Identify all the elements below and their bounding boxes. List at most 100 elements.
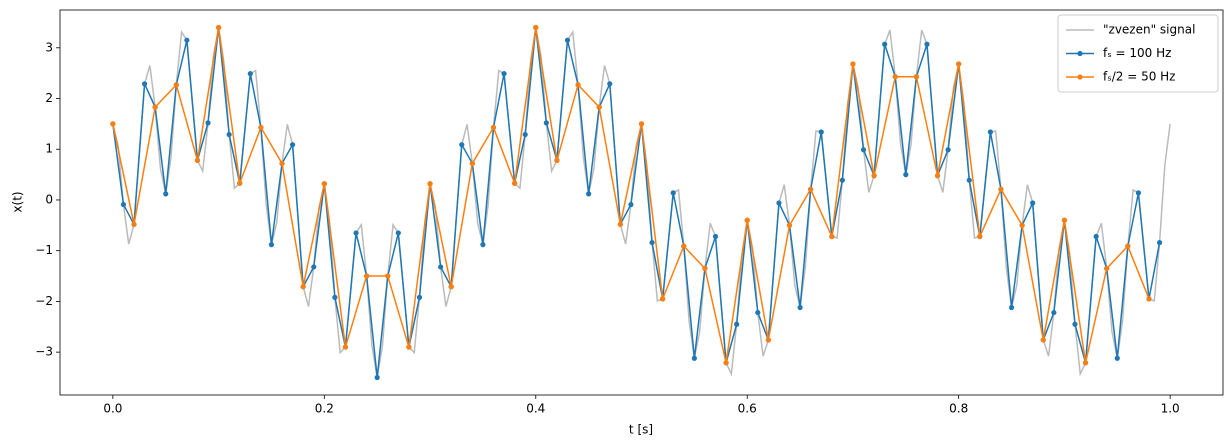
data-point [1030, 200, 1036, 206]
series-line [112, 27, 1161, 378]
series-line [112, 27, 1171, 378]
data-point [406, 344, 412, 350]
x-tick-label: 1.0 [1161, 402, 1180, 416]
data-point [194, 157, 201, 163]
x-axis-label: t [s] [629, 423, 653, 437]
data-point [268, 242, 275, 248]
data-point [712, 233, 719, 240]
data-point [131, 221, 137, 227]
data-point [1008, 304, 1015, 311]
data-point [438, 264, 444, 270]
data-point [691, 355, 697, 361]
data-point [871, 173, 877, 179]
data-point [141, 81, 148, 87]
data-point [364, 273, 370, 279]
data-point [237, 180, 243, 186]
data-point [321, 181, 327, 187]
data-point [723, 360, 729, 366]
data-point [596, 104, 602, 110]
data-point [205, 120, 211, 126]
data-point [934, 173, 941, 179]
data-point [638, 121, 645, 127]
x-tick-label: 0.6 [738, 402, 757, 416]
data-point [776, 200, 782, 206]
data-point [850, 61, 856, 67]
data-point [480, 242, 486, 248]
data-point [977, 233, 983, 240]
y-tick-label: 2 [45, 91, 53, 105]
legend-marker [1077, 50, 1083, 57]
data-point [882, 41, 888, 47]
data-point [744, 217, 750, 223]
y-tick-label: −3 [35, 345, 53, 359]
data-point [681, 243, 687, 249]
y-tick-label: 0 [45, 192, 53, 206]
data-point [765, 337, 771, 343]
data-point [903, 172, 909, 178]
y-tick-label: 1 [45, 142, 53, 156]
data-point [660, 296, 666, 302]
data-point [702, 265, 708, 272]
data-point [353, 230, 359, 236]
data-point [258, 124, 264, 131]
data-point [755, 309, 761, 316]
data-point [924, 41, 930, 47]
data-point [110, 121, 116, 127]
data-point [649, 239, 655, 246]
data-point [332, 294, 338, 300]
data-point [1061, 217, 1068, 223]
data-point [839, 177, 845, 183]
data-point [385, 273, 391, 279]
data-point [987, 129, 994, 135]
data-point [427, 181, 433, 187]
data-point [1135, 190, 1142, 196]
data-point [670, 190, 676, 196]
data-point [564, 37, 571, 43]
data-point [215, 24, 222, 31]
data-point [226, 131, 232, 138]
data-point [311, 264, 317, 270]
data-point [469, 160, 475, 167]
data-point [956, 61, 962, 67]
x-tick-label: 0.8 [949, 402, 968, 416]
data-point [1019, 222, 1025, 228]
data-point [860, 147, 867, 153]
data-point [416, 294, 423, 300]
data-point [395, 230, 401, 236]
data-point [512, 180, 518, 186]
data-point [607, 81, 613, 87]
y-tick-label: −2 [35, 294, 53, 308]
plot-frame [59, 9, 1224, 396]
data-point [998, 186, 1004, 192]
legend-marker [1077, 74, 1083, 80]
legend-label: fₛ/2 = 50 Hz [1103, 70, 1175, 84]
data-point [490, 124, 497, 131]
data-point [290, 142, 296, 148]
data-point [120, 201, 127, 208]
data-point [1125, 243, 1131, 249]
data-point [459, 142, 465, 148]
data-point [1093, 233, 1099, 240]
data-point [966, 177, 972, 183]
data-point [892, 74, 898, 80]
data-point [913, 74, 919, 80]
data-point [1072, 321, 1078, 327]
x-tick-label: 0.2 [315, 402, 334, 416]
y-tick-label: −1 [35, 243, 53, 257]
legend-label: fₛ = 100 Hz [1103, 46, 1171, 60]
data-point [448, 284, 454, 290]
data-point [808, 186, 814, 192]
data-point [279, 160, 285, 167]
data-point [1146, 296, 1152, 302]
x-tick-label: 0.4 [526, 402, 545, 416]
data-point [374, 374, 380, 381]
data-point [1051, 309, 1057, 316]
data-point [501, 71, 507, 77]
data-point [818, 129, 824, 135]
y-axis-label: x(t) [11, 191, 25, 212]
data-point [945, 147, 951, 153]
data-point [786, 222, 793, 228]
data-point [586, 191, 592, 197]
data-point [300, 284, 306, 290]
